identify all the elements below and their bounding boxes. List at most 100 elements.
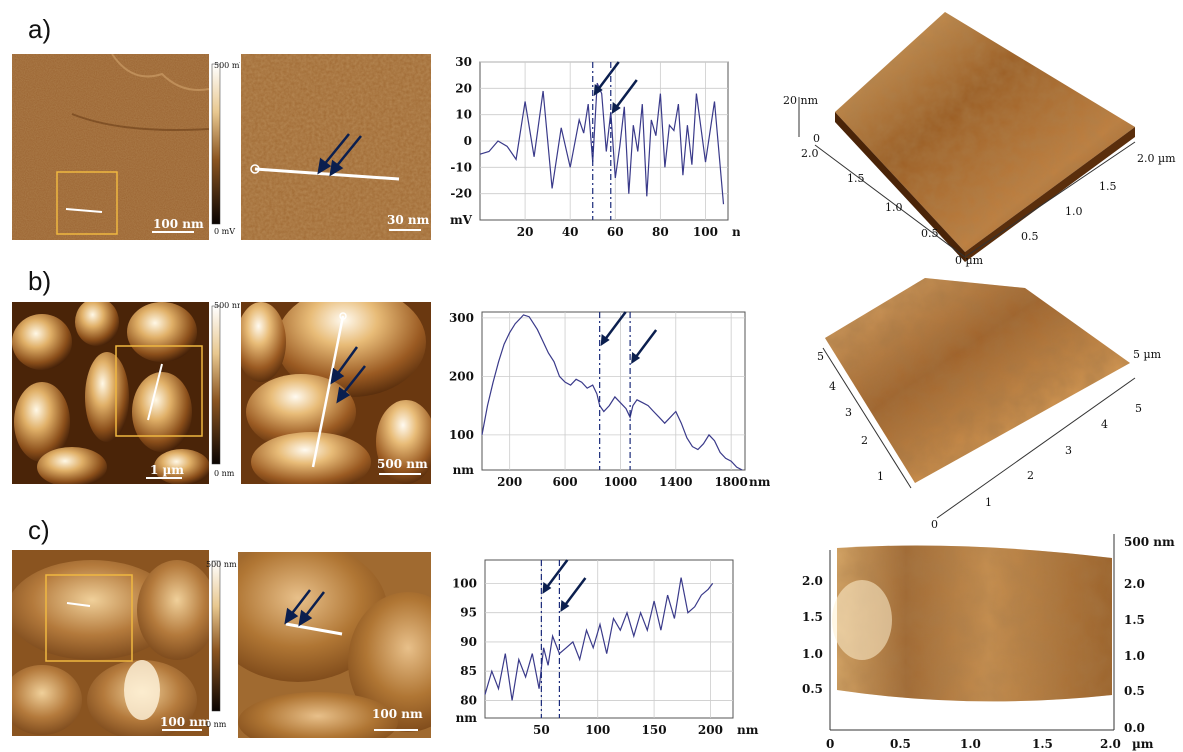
surface-x-tick: 0 — [826, 737, 834, 751]
profile-line — [254, 167, 400, 181]
afm-zoom-image-c: 100 nm — [238, 552, 431, 738]
surface-left-tick: 1 — [877, 470, 884, 483]
surface-left-tick: 5 — [817, 350, 824, 363]
arrow-icon — [631, 329, 658, 364]
scalebar-label: 30 nm — [387, 213, 430, 227]
colorbar-bottom-label: 0 nm — [214, 469, 235, 478]
x-tick-label: 150 — [642, 723, 667, 737]
x-unit-label: nm — [749, 475, 770, 489]
arrow-icon — [542, 559, 569, 594]
x-tick-label: 1800 — [714, 475, 747, 489]
selection-box — [115, 345, 203, 437]
y-tick-label: 100 — [452, 576, 477, 590]
surface-left-tick: 1.5 — [802, 610, 823, 624]
x-tick-label: 50 — [533, 723, 550, 737]
x-tick-label: 20 — [517, 225, 534, 239]
surface-z-zero: 0 — [813, 132, 820, 145]
arrow-icon — [611, 79, 638, 114]
scalebar-label: 100 nm — [160, 715, 209, 729]
x-tick-label: 80 — [652, 225, 669, 239]
afm-overview-image-a: 100 nm — [12, 54, 209, 240]
surface-left-tick: 1.0 — [802, 647, 823, 661]
surface-left-tick: 2.0 — [802, 574, 823, 588]
surface-right-tick: 5 — [1135, 402, 1142, 415]
selection-box — [45, 574, 133, 662]
surface-right-tick: 0.5 — [1124, 684, 1145, 698]
y-tick-label: 10 — [455, 108, 472, 122]
surface-right-tick: 0.5 — [1021, 230, 1039, 243]
surface-right-tick: 1.0 — [1065, 205, 1083, 218]
y-tick-label: 30 — [455, 55, 472, 69]
profile-series-line — [484, 577, 714, 701]
x-tick-label: 200 — [698, 723, 723, 737]
surface-origin: 0 — [931, 518, 938, 530]
arrow-icon — [317, 133, 362, 177]
surface-3d-a: 20 nm 0 2.0 1.5 1.0 0.5 2.0 µm 1.5 1.0 0… — [775, 12, 1180, 267]
surface-right-tick: 4 — [1101, 418, 1108, 431]
arrow-icon — [600, 311, 627, 346]
selection-box — [56, 171, 118, 235]
profile-line — [285, 622, 343, 636]
x-tick-label: 600 — [553, 475, 578, 489]
surface-left-tick: 4 — [829, 380, 836, 393]
y-tick-label: -20 — [450, 187, 472, 201]
arrow-icon — [593, 61, 620, 96]
surface-left-tick: 3 — [845, 406, 852, 419]
scalebar-label: 1 µm — [150, 463, 184, 477]
colorbar-top-label: 500 nm — [214, 301, 240, 310]
arrow-icon — [284, 589, 325, 627]
surface-x-tick: 2.0 — [1100, 737, 1121, 751]
x-unit-label: nm — [732, 225, 740, 239]
surface-right-tick: 0.0 — [1124, 721, 1145, 735]
y-tick-label: 300 — [449, 311, 474, 325]
surface-right-tick: 2.0 — [1124, 577, 1145, 591]
surface-right-tick: 1.5 — [1099, 180, 1117, 193]
surface-left-tick: 0.5 — [802, 682, 823, 696]
panel-label-b: b) — [28, 266, 52, 296]
afm-zoom-image-b: 500 nm — [241, 302, 431, 484]
surface-left-tick: 1.0 — [885, 201, 903, 214]
y-unit-label: nm — [456, 711, 478, 725]
profile-line — [311, 315, 345, 468]
x-tick-label: 200 — [497, 475, 522, 489]
surface-right-tick: 1.5 — [1124, 613, 1145, 627]
colorbar-bottom-label: 0 mV — [214, 227, 235, 236]
x-tick-label: 100 — [585, 723, 610, 737]
colorbar-bottom-label: 0 nm — [206, 720, 227, 729]
profile-line — [147, 363, 163, 421]
surface-x-tick: 1.5 — [1032, 737, 1053, 751]
scalebar-label: 100 nm — [153, 217, 204, 231]
surface-x-tick: 0.5 — [890, 737, 911, 751]
y-tick-label: 95 — [460, 606, 477, 620]
surface-3d-b: 5 4 3 2 1 0 5 µm 5 4 3 2 1 — [805, 268, 1170, 530]
x-tick-label: 1000 — [604, 475, 637, 489]
panel-label-a: a) — [28, 14, 52, 44]
profile-chart-c: 50 100 150 200 100 95 90 85 80 nm nm — [445, 552, 765, 747]
profile-series-line — [479, 82, 725, 205]
surface-right-tick: 2 — [1027, 469, 1034, 482]
surface-right-tick: 2.0 µm — [1137, 152, 1176, 165]
profile-chart-b: 200 600 1000 1400 1800 300 200 100 nm nm — [440, 304, 770, 494]
x-tick-label: 60 — [607, 225, 624, 239]
afm-overview-image-c: 100 nm — [12, 550, 209, 736]
plot-area — [481, 311, 746, 471]
x-tick-label: 1400 — [659, 475, 692, 489]
surface-z-label: 20 nm — [783, 94, 819, 107]
surface-x-unit: µm — [1132, 737, 1154, 751]
y-tick-label: 85 — [460, 664, 477, 678]
y-tick-label: 20 — [455, 81, 472, 95]
x-tick-label: 40 — [562, 225, 579, 239]
y-unit-label: nm — [453, 463, 475, 477]
y-tick-label: 200 — [449, 369, 474, 383]
y-unit-label: mV — [450, 213, 473, 227]
surface-right-tick: 1.0 — [1124, 649, 1145, 663]
x-tick-label: 100 — [693, 225, 718, 239]
surface-right-tick: 3 — [1065, 444, 1072, 457]
y-tick-label: 0 — [464, 134, 472, 148]
surface-left-tick: 2 — [861, 434, 868, 447]
y-tick-label: 90 — [460, 635, 477, 649]
surface-3d-c: 500 nm 2.0 1.5 1.0 0.5 2.0 1.5 1.0 0.5 0… — [782, 530, 1182, 752]
y-tick-label: 100 — [449, 428, 474, 442]
colorbar-top-label: 500 nm — [206, 560, 237, 569]
